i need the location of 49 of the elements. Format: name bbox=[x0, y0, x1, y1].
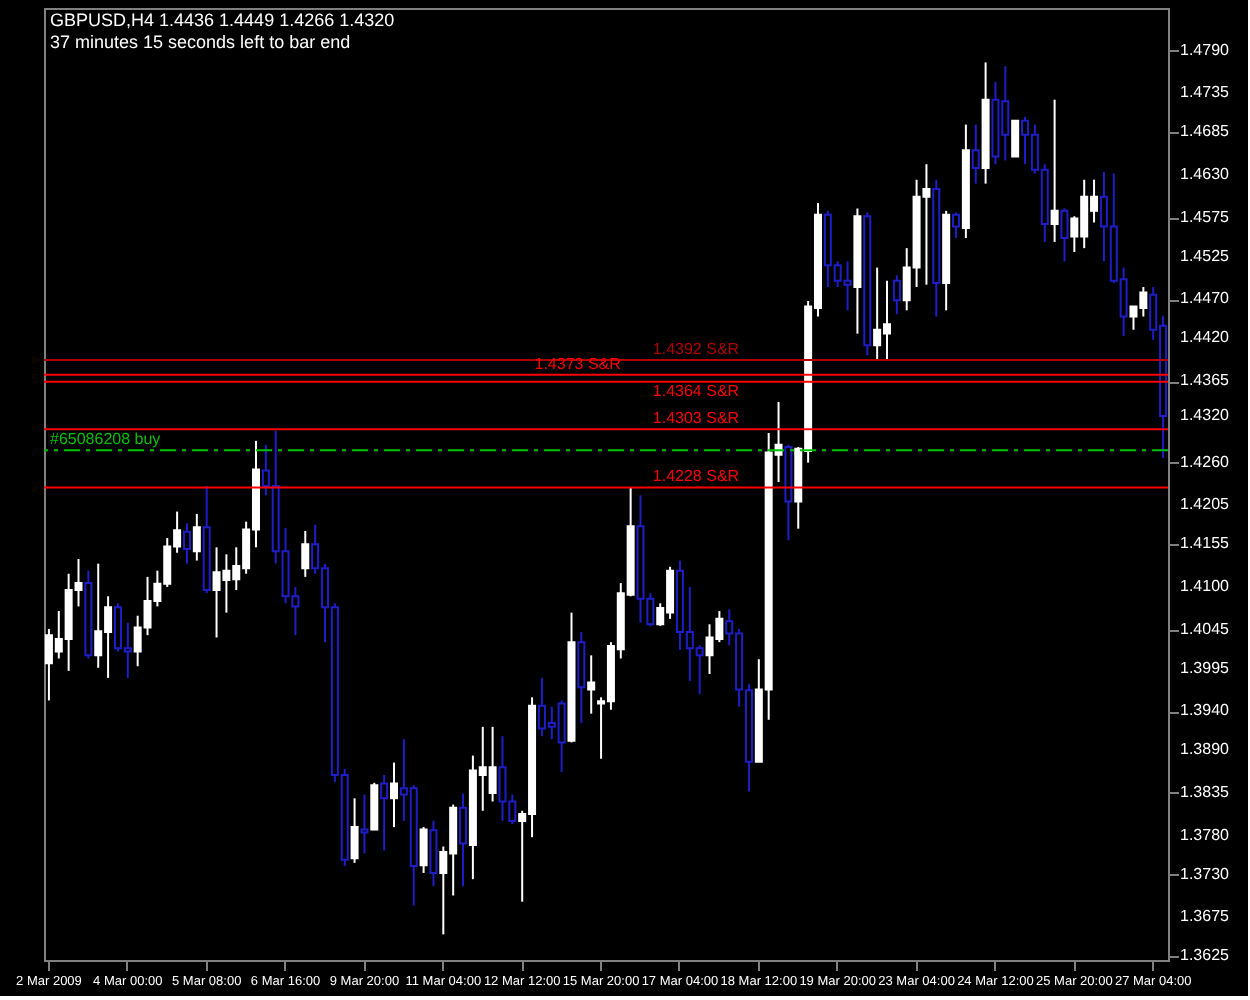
candlestick bbox=[892, 274, 901, 316]
chart-title: GBPUSD,H4 1.4436 1.4449 1.4266 1.4320 bbox=[50, 10, 395, 30]
y-tick-label: 1.3940 bbox=[1180, 701, 1231, 720]
candlestick bbox=[577, 631, 586, 724]
candlestick bbox=[390, 761, 399, 829]
candlestick bbox=[971, 123, 980, 185]
candlestick bbox=[1060, 207, 1069, 263]
y-tick-label: 1.4205 bbox=[1180, 495, 1231, 514]
candlestick bbox=[301, 530, 310, 578]
y-tick-label: 1.4045 bbox=[1180, 619, 1231, 638]
y-tick-label: 1.4685 bbox=[1180, 122, 1231, 141]
y-tick-label: 1.4365 bbox=[1180, 371, 1231, 390]
y-tick-label: 1.3835 bbox=[1180, 782, 1231, 801]
y-tick-label: 1.4470 bbox=[1180, 289, 1231, 308]
y-tick-label: 1.4260 bbox=[1180, 452, 1231, 471]
y-tick-label: 1.4100 bbox=[1180, 576, 1231, 595]
y-tick-label: 1.3675 bbox=[1180, 907, 1231, 926]
y-tick-label: 1.4630 bbox=[1180, 165, 1231, 184]
candlestick bbox=[1050, 98, 1059, 243]
y-tick-label: 1.3625 bbox=[1180, 946, 1231, 965]
y-tick-label: 1.3730 bbox=[1180, 864, 1231, 883]
candlestick bbox=[587, 654, 596, 715]
text: 37 minutes 15 seconds left to bar end bbox=[50, 32, 351, 52]
y-tick-label: 1.3890 bbox=[1180, 740, 1231, 759]
y-tick-label: 1.4735 bbox=[1180, 83, 1231, 102]
candlestick bbox=[429, 819, 438, 888]
y-tick-label: 1.4320 bbox=[1180, 406, 1231, 424]
y-tick-label: 1.4790 bbox=[1180, 40, 1231, 59]
candlestick bbox=[350, 797, 359, 864]
y-tick-label: 1.4420 bbox=[1180, 328, 1231, 347]
candlestick bbox=[952, 211, 961, 240]
candlestick bbox=[419, 826, 428, 874]
y-tick-label: 1.4155 bbox=[1180, 534, 1231, 553]
y-tick-label: 1.4525 bbox=[1180, 246, 1231, 265]
candlestick bbox=[459, 792, 468, 888]
ref-line-label: 1.4228 S&R bbox=[652, 467, 740, 486]
candlestick bbox=[182, 522, 191, 565]
ref-line-label: 1.4392 S&R bbox=[652, 340, 740, 359]
ref-line-label: 1.4303 S&R bbox=[652, 409, 740, 428]
ref-line-label: #65086208 buy bbox=[50, 430, 161, 449]
candlestick bbox=[380, 774, 389, 852]
candlestick bbox=[370, 781, 379, 832]
candlestick bbox=[360, 793, 369, 855]
y-tick-label: 1.3995 bbox=[1180, 658, 1231, 677]
candlestick bbox=[192, 512, 201, 562]
candlestick bbox=[1011, 119, 1020, 158]
y-tick-label: 1.3780 bbox=[1180, 825, 1231, 844]
y-tick-label: 1.4575 bbox=[1180, 207, 1231, 226]
ref-line-label: 1.4364 S&R bbox=[652, 381, 740, 400]
